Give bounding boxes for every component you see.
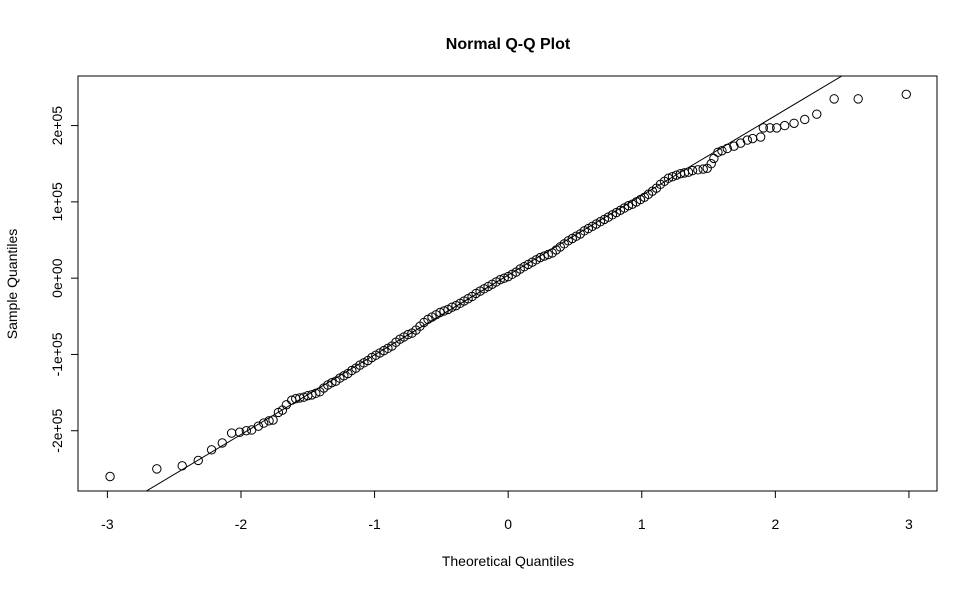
data-point (829, 94, 839, 104)
y-tick-label: -1e+05 (49, 332, 65, 376)
data-point (281, 400, 292, 410)
data-point (742, 135, 752, 145)
data-point (698, 164, 708, 174)
data-point (217, 438, 227, 448)
data-point (193, 455, 203, 466)
data-point (499, 273, 509, 283)
data-point (447, 302, 457, 312)
data-point (758, 123, 769, 133)
x-tick-label: -1 (368, 516, 381, 532)
data-point (853, 94, 863, 104)
data-point (152, 464, 162, 474)
data-point (901, 89, 911, 100)
data-point (747, 133, 758, 144)
data-point (403, 329, 413, 340)
data-point (539, 251, 549, 261)
data-point (268, 415, 278, 425)
chart-title: Normal Q-Q Plot (446, 36, 571, 53)
data-point (226, 428, 237, 438)
data-point (800, 114, 810, 125)
data-point (687, 165, 698, 176)
y-tick-label: 2e+05 (49, 106, 65, 146)
data-point (789, 118, 799, 128)
data-point (706, 159, 716, 169)
y-tick-label: -2e+05 (49, 409, 65, 453)
data-point (765, 123, 775, 133)
y-tick-label: 1e+05 (49, 182, 65, 222)
data-point (780, 120, 790, 131)
data-point (535, 252, 545, 263)
data-point (327, 377, 337, 388)
x-axis-label: Theoretical Quantiles (442, 553, 574, 569)
x-tick-label: 0 (504, 516, 512, 532)
data-point (234, 427, 245, 437)
y-axis: -2e+05 -1e+05 0e+00 1e+05 2e+05 (49, 106, 79, 453)
data-point (663, 173, 674, 183)
x-tick-label: -2 (235, 516, 248, 532)
plot-frame (77, 75, 938, 492)
data-point (722, 143, 732, 154)
x-tick-label: 1 (638, 516, 646, 532)
data-point (495, 274, 505, 285)
data-point (435, 307, 445, 318)
x-tick-label: 3 (905, 516, 913, 532)
data-point (105, 471, 115, 482)
data-point (206, 445, 217, 455)
y-tick-label: 0e+00 (49, 258, 65, 298)
data-point (667, 171, 678, 182)
data-point (693, 165, 703, 175)
data-point (812, 109, 822, 119)
x-axis: -3 -2 -1 0 1 2 3 (101, 490, 913, 532)
data-point (683, 167, 694, 177)
data-point (311, 388, 321, 399)
data-point (253, 421, 264, 431)
data-point (713, 147, 723, 157)
data-point (623, 200, 634, 211)
data-point (177, 461, 187, 471)
data-point (543, 249, 553, 260)
data-point (307, 390, 317, 400)
data-point (258, 418, 269, 428)
data-point (264, 416, 274, 426)
data-point (439, 306, 449, 316)
data-point (709, 153, 719, 164)
data-point (755, 132, 766, 142)
y-axis-label: Sample Quantiles (4, 229, 20, 340)
x-tick-label: -3 (101, 516, 114, 532)
data-point (241, 426, 252, 436)
x-tick-label: 2 (771, 516, 779, 532)
data-point (717, 146, 727, 156)
